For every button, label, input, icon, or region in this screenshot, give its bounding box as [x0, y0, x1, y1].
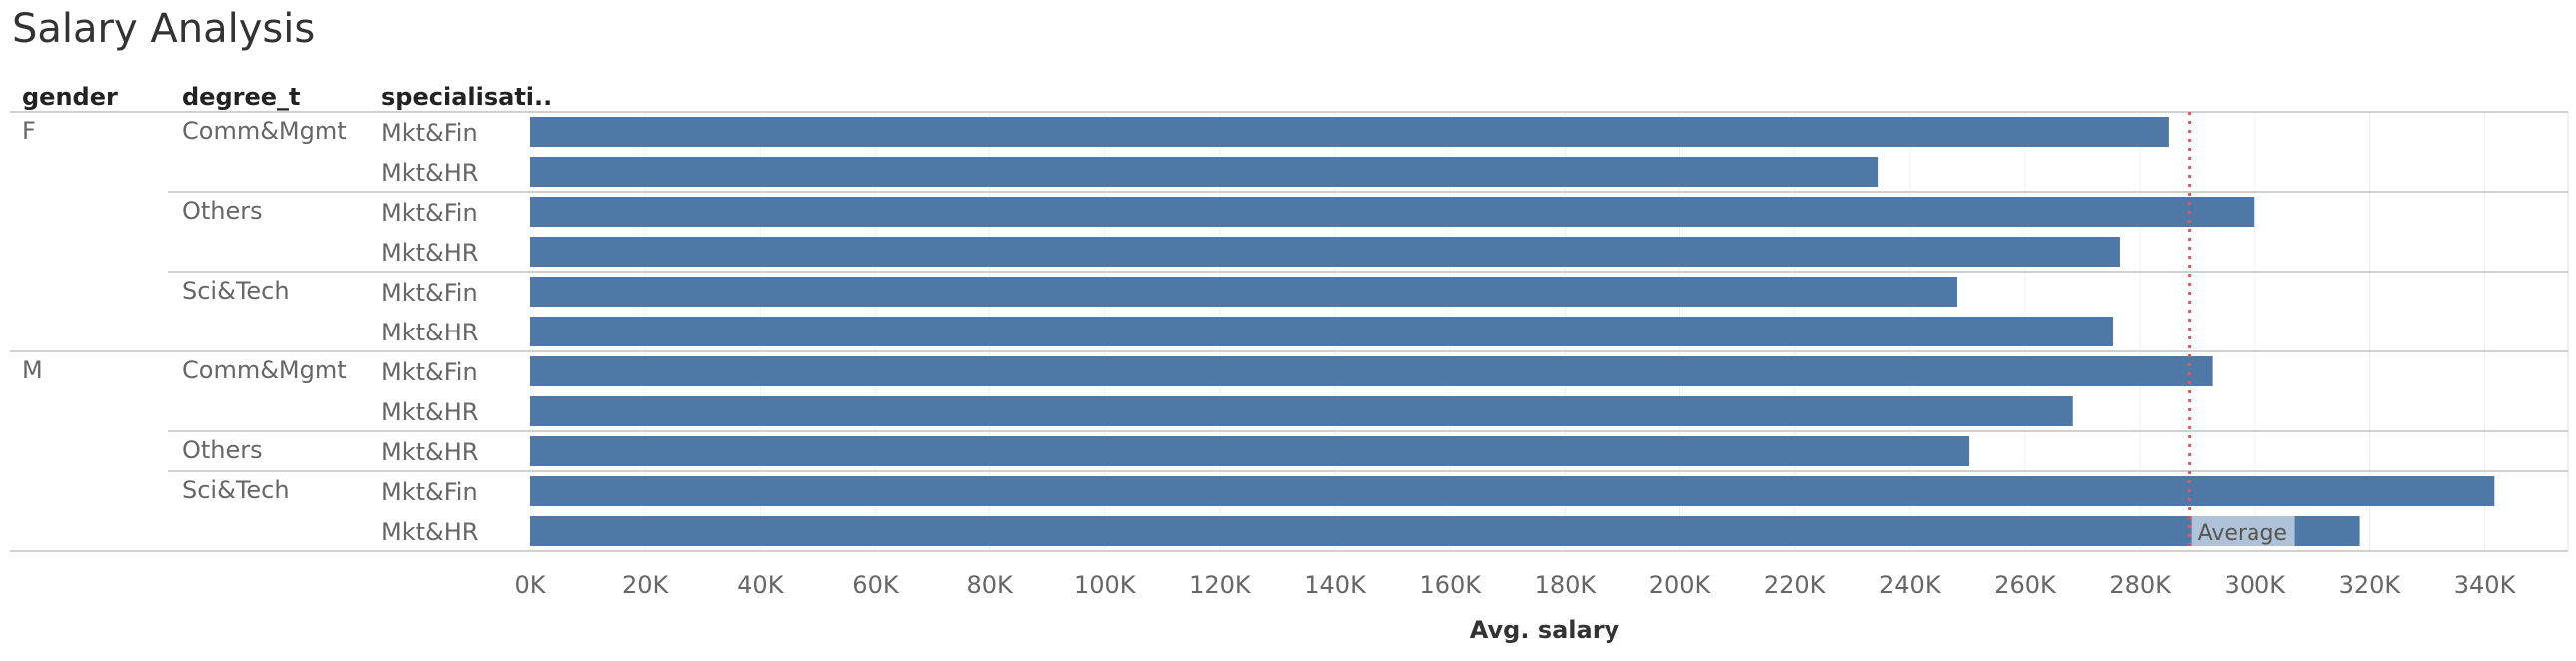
reference-line-label: Average — [2198, 521, 2287, 546]
specialisation-label: Mkt&Fin — [381, 358, 478, 386]
gender-label: F — [22, 117, 36, 145]
bar[interactable] — [530, 436, 1970, 466]
x-tick-label: 160K — [1419, 571, 1482, 599]
degree-label: Sci&Tech — [182, 277, 290, 305]
x-tick-label: 220K — [1764, 571, 1827, 599]
specialisation-label: Mkt&HR — [381, 398, 478, 426]
x-tick-label: 300K — [2224, 571, 2286, 599]
bars — [530, 117, 2495, 546]
header-degree[interactable]: degree_t — [182, 83, 301, 111]
bar[interactable] — [530, 157, 1879, 187]
x-tick-label: 320K — [2339, 571, 2402, 599]
bar[interactable] — [530, 317, 2114, 346]
specialisation-label: Mkt&HR — [381, 438, 478, 466]
bar[interactable] — [530, 117, 2169, 147]
bar[interactable] — [530, 277, 1958, 307]
bar[interactable] — [530, 476, 2495, 506]
reference-line-group: Average — [2188, 112, 2295, 551]
x-tick-label: 100K — [1074, 571, 1137, 599]
specialisation-label: Mkt&Fin — [381, 199, 478, 227]
x-tick-label: 180K — [1535, 571, 1598, 599]
degree-label: Comm&Mgmt — [182, 117, 347, 145]
bar[interactable] — [530, 516, 2360, 546]
bar[interactable] — [530, 356, 2213, 386]
bar[interactable] — [530, 197, 2255, 227]
chart-title: Salary Analysis — [12, 6, 315, 52]
x-tick-label: 60K — [852, 571, 900, 599]
gender-label: M — [22, 356, 43, 384]
x-tick-label: 20K — [622, 571, 670, 599]
bar[interactable] — [530, 396, 2073, 426]
x-tick-label: 200K — [1649, 571, 1712, 599]
degree-label: Others — [182, 436, 263, 464]
bar[interactable] — [530, 237, 2120, 267]
x-tick-label: 0K — [514, 571, 546, 599]
x-tick-label: 40K — [737, 571, 785, 599]
row-labels: F Comm&Mgmt Mkt&Fin Mkt&HR Others Mkt&Fin Mkt&… — [22, 117, 478, 546]
x-tick-label: 80K — [966, 571, 1014, 599]
header-gender[interactable]: gender — [22, 83, 118, 111]
x-axis-ticks: 0K 20K 40K 60K 80K 100K 120K 140K 160K 180K 200K 22… — [514, 571, 2516, 599]
specialisation-label: Mkt&HR — [381, 319, 478, 346]
specialisation-label: Mkt&HR — [381, 518, 478, 546]
degree-label: Sci&Tech — [182, 476, 290, 504]
specialisation-label: Mkt&Fin — [381, 119, 478, 147]
degree-label: Others — [182, 197, 263, 225]
degree-label: Comm&Mgmt — [182, 356, 347, 384]
row-separators — [10, 111, 2569, 552]
specialisation-label: Mkt&Fin — [381, 279, 478, 307]
specialisation-label: Mkt&HR — [381, 159, 478, 187]
x-tick-label: 120K — [1189, 571, 1252, 599]
x-tick-label: 340K — [2454, 571, 2517, 599]
x-axis-label: Avg. salary — [1470, 616, 1620, 644]
reference-label-background — [2191, 516, 2295, 546]
x-tick-label: 280K — [2109, 571, 2172, 599]
x-tick-label: 240K — [1879, 571, 1942, 599]
x-tick-label: 140K — [1304, 571, 1367, 599]
specialisation-label: Mkt&Fin — [381, 478, 478, 506]
x-tick-label: 260K — [1994, 571, 2057, 599]
header-specialisation[interactable]: specialisati.. — [381, 83, 552, 111]
specialisation-label: Mkt&HR — [381, 239, 478, 267]
